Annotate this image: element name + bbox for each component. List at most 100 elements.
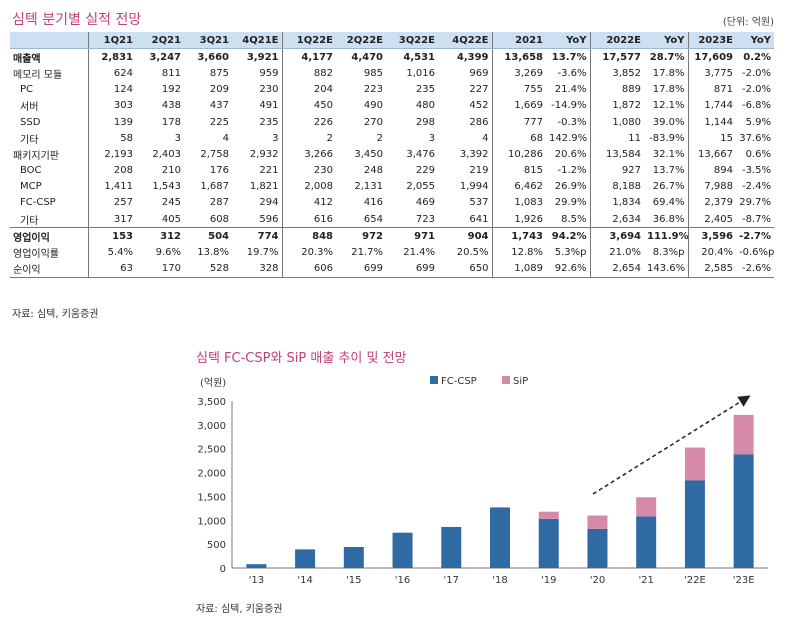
table-cell: 68 (491, 130, 546, 147)
column-header: 3Q21 (184, 32, 232, 50)
table-cell: 904 (438, 227, 492, 245)
table-cell: 755 (491, 81, 546, 98)
table-cell: 39.0% (652, 116, 685, 128)
table-cell: 1,411 (87, 178, 136, 195)
table-cell: 270 (363, 116, 383, 128)
table-cell: 2,634 (589, 211, 644, 228)
table-cell: 1,080 (589, 113, 644, 131)
table-cell: 596 (259, 213, 279, 225)
table-cell: 230 (259, 84, 279, 96)
table-cell: 699 (386, 260, 438, 278)
table-cell: 20.4% (687, 244, 736, 261)
table-cell: 245 (161, 197, 181, 209)
row-label: 패키지기판 (13, 150, 59, 162)
table-cell: 142.9% (549, 132, 588, 144)
table-cell: 209 (209, 84, 229, 96)
bar-fc-csp (636, 516, 657, 568)
table-cell: 1,144 (687, 113, 736, 131)
table-cell: 774 (232, 227, 282, 245)
table-cell: 1,687 (200, 181, 229, 193)
table-cell: 777 (491, 113, 546, 131)
x-tick-label: '15 (346, 575, 361, 586)
row-label: FC-CSP (20, 197, 56, 209)
table-cell: 927 (589, 162, 644, 179)
table-cell: 7,988 (687, 178, 736, 195)
row-label: 메모리 모듈 (13, 69, 63, 81)
table-cell: -0.6%p (739, 247, 774, 259)
table-cell: 12.8% (491, 244, 546, 261)
table-cell: 412 (281, 194, 336, 212)
table-cell: 26.7% (652, 181, 685, 193)
table-cell: -8.7% (741, 213, 771, 225)
table-cell: 641 (469, 213, 489, 225)
table-cell: 1,744 (687, 97, 736, 114)
bar-sip (636, 497, 657, 517)
table-cell: 294 (259, 197, 279, 209)
table-cell: 1,834 (589, 194, 644, 212)
table-cell: 654 (363, 213, 383, 225)
table-cell: 221 (259, 165, 279, 177)
table-cell: 1,089 (491, 260, 546, 278)
table-row: FC-CSP 257 245 287 294 412 416 469 537 1,083 29.9%… (10, 194, 774, 212)
table-cell: 4,470 (351, 51, 383, 63)
table-cell: 480 (415, 100, 435, 112)
table-cell: 2,403 (152, 148, 181, 160)
bar-fc-csp (490, 507, 510, 568)
table-cell: 63 (87, 260, 136, 278)
row-label: PC (20, 84, 34, 96)
table-cell: 1,669 (491, 97, 546, 114)
table-cell: 0.2% (743, 51, 771, 63)
financial-table: 1Q21 2Q21 3Q21 4Q21E 1Q22E 2Q22E 3Q22E 4Q22E 202… (10, 32, 774, 278)
table-row: 메모리 모듈 624 811 875 959 882 985 1,016 969 3,269 -3.… (10, 65, 774, 82)
column-header: YoY (546, 32, 590, 50)
table-cell: 3,660 (197, 51, 229, 63)
row-label: 영업이익률 (13, 249, 59, 261)
table-cell: 875 (209, 67, 229, 79)
table-cell: 312 (136, 227, 184, 245)
column-header (10, 32, 88, 50)
table-cell: 894 (687, 162, 736, 179)
x-tick-label: '14 (297, 575, 312, 586)
table-cell: 26.9% (554, 181, 587, 193)
y-tick-label: 3,500 (197, 397, 226, 408)
table-cell: 871 (687, 81, 736, 98)
table-row: SSD 139 178 225 235 226 270 298 286 777 -0.3% 1,080… (10, 113, 774, 131)
legend-swatch (430, 376, 438, 384)
table-cell: 21.4% (403, 247, 435, 259)
x-tick-label: '22E (684, 575, 706, 586)
table-cell: 416 (363, 197, 383, 209)
table-cell: 3,247 (149, 51, 181, 63)
table-cell: 37.6% (739, 132, 771, 144)
table-row: MCP 1,411 1,543 1,687 1,821 2,008 2,131 2,055 1,… (10, 178, 774, 195)
table-cell: 2,008 (281, 178, 336, 195)
table-cell: 223 (363, 84, 383, 96)
bar-fc-csp (684, 480, 705, 568)
table-cell: 17,577 (589, 48, 644, 66)
table-cell: 111.9% (644, 227, 688, 245)
table-cell: 1,083 (491, 194, 546, 212)
table-cell: 4 (222, 132, 229, 144)
legend-swatch (502, 376, 510, 384)
table-cell: 2,831 (87, 48, 136, 66)
table-cell: 170 (136, 260, 184, 278)
table-cell: 204 (281, 81, 336, 98)
table-cell: 328 (232, 260, 282, 278)
table-cell: -2.0% (741, 67, 771, 79)
table-cell: 3,775 (687, 65, 736, 82)
table-row: 매출액 2,831 3,247 3,660 3,921 4,177 4,470 4,531 4,… (10, 48, 774, 66)
table-cell: 21.0% (589, 244, 644, 261)
table-cell: 723 (415, 213, 435, 225)
table-row: PC 124 192 209 230 204 223 235 227 755 21.4% 889 17.… (10, 81, 774, 98)
table-cell: 2,758 (200, 148, 229, 160)
table-cell: 208 (87, 162, 136, 179)
table-cell: 985 (363, 67, 383, 79)
table-cell: 58 (87, 130, 136, 147)
bar-fc-csp (733, 454, 754, 568)
table-cell: 5.3%p (554, 247, 587, 259)
table-cell: 504 (184, 227, 232, 245)
x-tick-label: '18 (492, 575, 507, 586)
column-header: 2022E (589, 32, 644, 50)
x-tick-label: '17 (444, 575, 459, 586)
row-label: 서버 (20, 102, 39, 114)
row-label: 기타 (20, 134, 39, 146)
